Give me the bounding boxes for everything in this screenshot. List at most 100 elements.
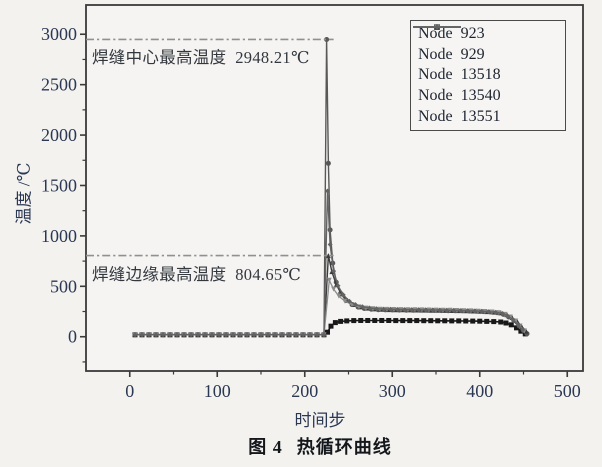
data-point-diamond	[388, 306, 393, 312]
data-point-circle	[325, 160, 331, 166]
data-point-diamond	[216, 332, 222, 338]
data-point-triangle-up	[325, 253, 331, 259]
data-point-diamond	[493, 309, 498, 315]
data-point-diamond	[402, 307, 407, 313]
data-point-diamond	[293, 332, 299, 338]
data-point-square	[344, 318, 350, 324]
data-point-square	[508, 322, 514, 328]
data-point-diamond	[321, 332, 327, 338]
x-tick-label: 500	[554, 381, 581, 401]
data-point-square	[372, 317, 378, 323]
data-point-diamond	[244, 332, 250, 338]
data-point-diamond	[416, 307, 421, 313]
data-point-diamond	[258, 332, 264, 338]
data-point-diamond	[160, 332, 166, 338]
x-tick-label: 0	[125, 381, 134, 401]
data-point-square	[428, 318, 434, 324]
data-point-diamond	[314, 332, 320, 338]
data-point-diamond	[209, 332, 215, 338]
legend-label: Node 13540	[418, 87, 501, 105]
legend-entry: Node 13551	[413, 24, 565, 127]
data-point-diamond	[520, 327, 526, 333]
y-axis-label: 温度 /℃	[14, 162, 34, 225]
data-point-square	[407, 318, 413, 324]
data-point-diamond	[360, 304, 365, 310]
data-point-diamond	[395, 306, 400, 312]
data-point-diamond	[444, 307, 449, 313]
data-point-triangle-down	[326, 277, 332, 283]
x-tick-label: 400	[466, 381, 493, 401]
data-point-square	[328, 323, 334, 329]
data-point-diamond	[437, 307, 442, 313]
data-point-diamond	[146, 332, 152, 338]
data-point-diamond	[251, 332, 257, 338]
data-point-diamond	[331, 268, 337, 274]
data-point-diamond	[423, 307, 428, 313]
data-point-diamond	[409, 307, 414, 313]
y-tick-label: 1500	[41, 175, 77, 195]
data-point-square	[351, 318, 357, 324]
data-point-square	[332, 320, 338, 326]
data-point-diamond	[307, 332, 313, 338]
x-tick-label: 300	[379, 381, 406, 401]
data-point-triangle-down	[342, 298, 348, 304]
y-tick-label: 500	[50, 276, 77, 296]
data-point-square	[358, 317, 364, 323]
legend-entry: Node 13518	[413, 24, 565, 85]
data-point-diamond	[272, 332, 278, 338]
data-point-diamond	[237, 332, 243, 338]
data-point-triangle-up	[523, 328, 529, 334]
data-point-diamond	[132, 332, 138, 338]
y-tick-label: 3000	[41, 24, 77, 44]
data-point-diamond	[300, 332, 306, 338]
data-point-triangle-down	[331, 286, 337, 292]
data-point-diamond	[223, 332, 229, 338]
data-point-square	[435, 318, 441, 324]
data-point-square	[463, 318, 469, 324]
data-point-square	[456, 318, 462, 324]
weld-edge-max-annotation: 焊缝边缘最高温度 804.65℃	[92, 265, 302, 284]
data-point-square	[421, 318, 427, 324]
figure-caption: 图 4 热循环曲线	[60, 433, 580, 459]
data-point-square	[518, 328, 524, 334]
data-point-square	[470, 318, 476, 324]
data-point-diamond	[430, 307, 435, 313]
data-point-diamond	[327, 241, 333, 247]
data-point-diamond	[265, 332, 271, 338]
data-point-square	[514, 325, 519, 331]
data-point-diamond	[325, 188, 330, 194]
data-point-square	[503, 320, 509, 326]
data-point-diamond	[279, 332, 285, 338]
data-point-diamond	[188, 332, 194, 338]
data-point-diamond	[174, 332, 180, 338]
data-point-diamond	[510, 317, 516, 323]
data-point-square	[414, 318, 420, 324]
y-tick-label: 2500	[41, 75, 77, 95]
data-point-diamond	[367, 305, 372, 311]
data-point-square	[400, 318, 406, 324]
data-point-diamond	[286, 332, 292, 338]
data-point-diamond	[230, 332, 236, 338]
legend-label: Node 13518	[418, 66, 501, 84]
data-point-square	[386, 317, 392, 323]
data-point-diamond	[202, 332, 208, 338]
weld-center-max-annotation: 焊缝中心最高温度 2948.21℃	[92, 48, 310, 67]
legend-entry: Node 929	[413, 24, 565, 65]
data-point-diamond	[381, 306, 386, 312]
data-point-square	[325, 329, 330, 335]
data-point-diamond	[479, 308, 484, 314]
data-point-triangle-down	[336, 293, 342, 299]
data-point-diamond	[515, 322, 521, 328]
x-tick-label: 100	[204, 381, 231, 401]
data-point-diamond	[374, 306, 379, 312]
data-point-diamond	[335, 283, 341, 289]
data-point-diamond	[167, 332, 173, 338]
caption-title: 热循环曲线	[296, 437, 392, 457]
data-point-square	[365, 317, 371, 323]
data-point-square	[442, 318, 448, 324]
y-tick-label: 0	[68, 327, 77, 347]
data-point-square	[477, 318, 483, 324]
legend: Node 923 Node 929 Node 13518 Node 13540 Node…	[410, 20, 566, 131]
x-tick-label: 200	[291, 381, 318, 401]
